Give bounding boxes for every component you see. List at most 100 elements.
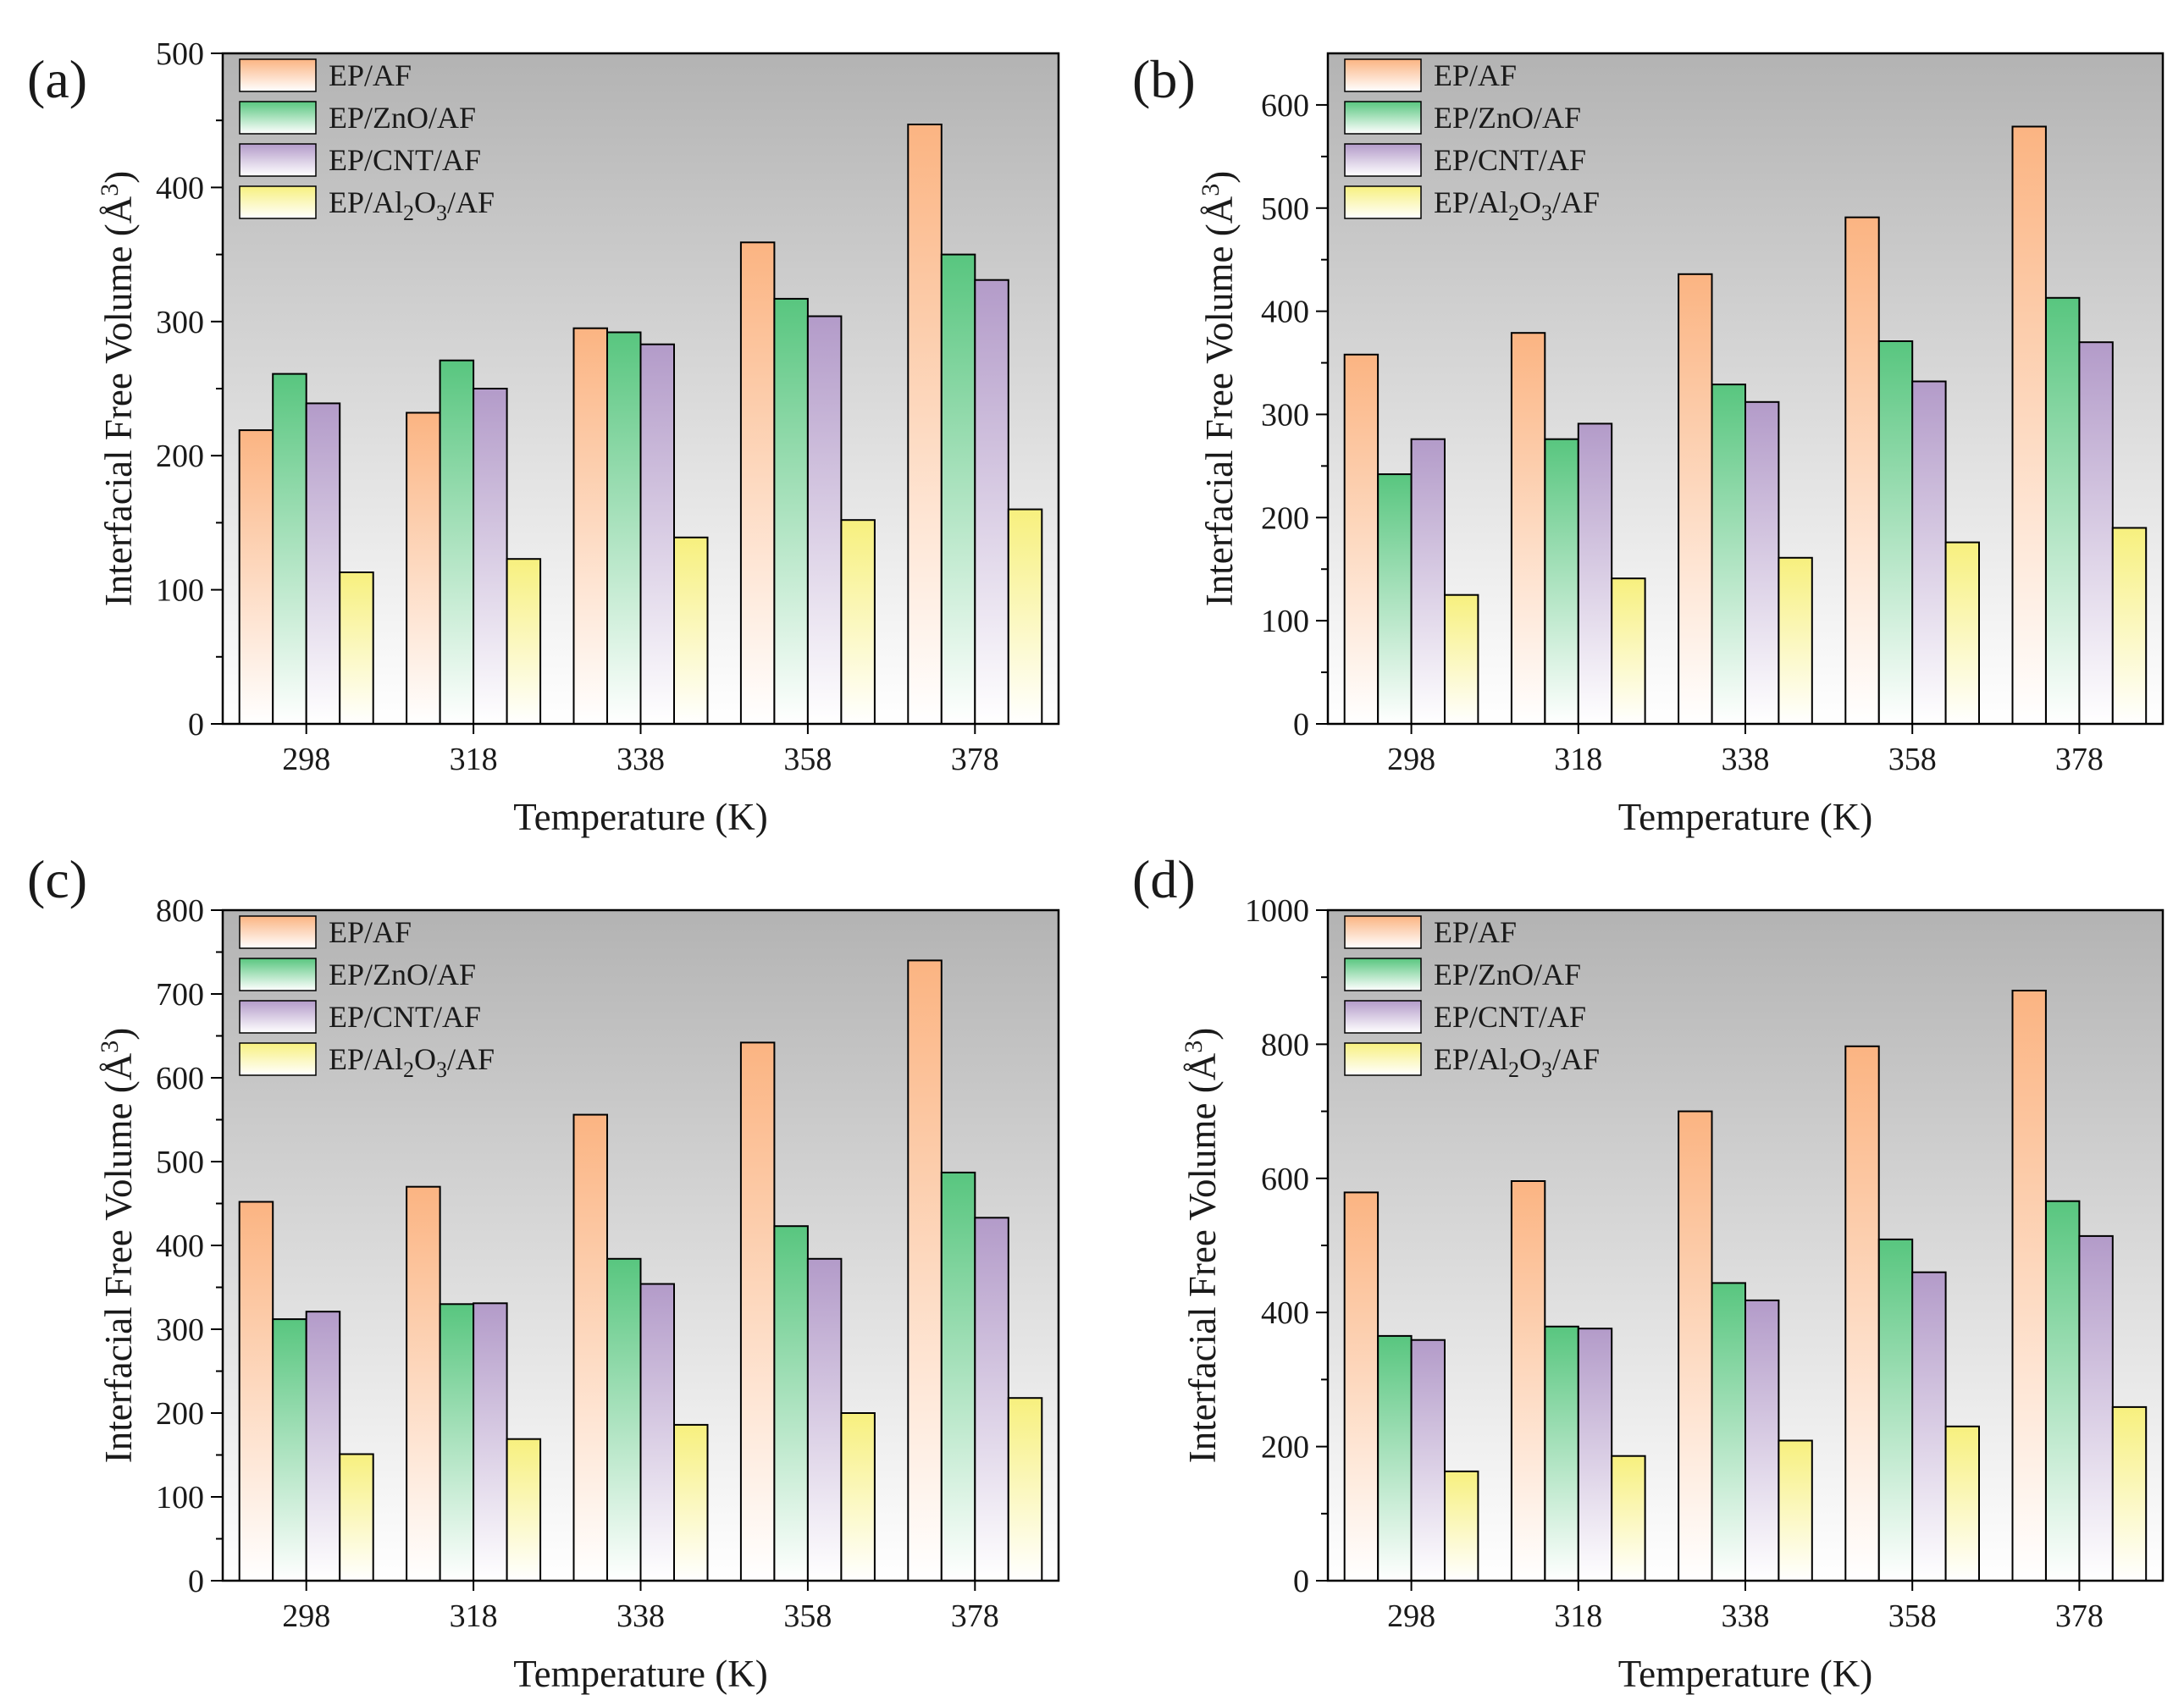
bar-ep-cnt-af-318 (473, 1302, 508, 1582)
legend: EP/AF EP/ZnO/AF EP/CNT/AF EP/Al2O3/AF (1344, 58, 1600, 225)
legend-swatch-ep-zno-af (1344, 101, 1422, 135)
bar-ep-zno-af-338 (606, 331, 642, 725)
bar-ep-af-358 (1844, 216, 1880, 725)
bar-ep-cnt-af-378 (2078, 341, 2114, 725)
legend-swatch-ep-al2o3-af (239, 185, 317, 219)
legend-label-ep-af: EP/AF (1434, 58, 1517, 92)
y-tick-label: 600 (1261, 88, 1309, 124)
x-axis-title: Temperature (K) (513, 1653, 767, 1695)
bar-ep-al2o3-af-298 (1444, 1470, 1479, 1582)
y-axis-title: Interfacial Free Volume (Å3) (1197, 171, 1241, 606)
plot-frame (1326, 908, 2165, 1582)
legend-label-ep-al2o3-af: EP/Al2O3/AF (1434, 1042, 1600, 1082)
legend-swatch-ep-zno-af (239, 101, 317, 135)
bar-ep-al2o3-af-298 (339, 1453, 374, 1582)
legend-label-ep-cnt-af: EP/CNT/AF (1434, 1000, 1586, 1034)
y-tick-label: 100 (1261, 604, 1309, 639)
y-tick-label: 300 (1261, 397, 1309, 433)
legend-swatch-ep-al2o3-af (239, 1042, 317, 1076)
y-tick-label: 0 (1293, 707, 1309, 743)
y-tick-label: 300 (156, 305, 204, 340)
bar-ep-zno-af-298 (1377, 1334, 1413, 1582)
x-tick-label: 318 (1554, 1598, 1602, 1634)
legend-label-ep-zno-af: EP/ZnO/AF (1434, 958, 1581, 991)
y-tick-label: 400 (1261, 295, 1309, 330)
bar-ep-cnt-af-358 (1911, 1271, 1947, 1582)
bar-ep-zno-af-338 (606, 1257, 642, 1582)
x-tick-label: 318 (450, 1598, 498, 1634)
y-tick-label: 500 (156, 1145, 204, 1180)
bar-ep-al2o3-af-318 (1611, 577, 1646, 726)
bar-ep-zno-af-298 (272, 1318, 307, 1582)
bar-ep-zno-af-318 (1544, 438, 1579, 725)
y-tick-label: 500 (156, 36, 204, 72)
y-tick-label: 800 (1261, 1027, 1309, 1063)
legend-label-ep-af: EP/AF (1434, 915, 1517, 949)
legend: EP/AF EP/ZnO/AF EP/CNT/AF EP/Al2O3/AF (1344, 915, 1600, 1082)
legend: EP/AF EP/ZnO/AF EP/CNT/AF EP/Al2O3/AF (239, 58, 495, 225)
y-tick-label: 800 (156, 893, 204, 929)
bar-ep-al2o3-af-318 (506, 1438, 542, 1582)
y-tick-label: 300 (156, 1312, 204, 1348)
bar-ep-cnt-af-298 (305, 402, 341, 725)
bar-ep-af-338 (1678, 273, 1713, 725)
panel-label: (c) (27, 849, 87, 909)
y-tick-label: 200 (1261, 500, 1309, 536)
bar-ep-al2o3-af-318 (1611, 1455, 1646, 1582)
bar-ep-af-298 (238, 1201, 274, 1582)
bar-ep-al2o3-af-338 (673, 1423, 709, 1582)
plot-frame (221, 908, 1060, 1582)
x-tick-label: 358 (1888, 742, 1937, 777)
bar-ep-cnt-af-298 (1410, 438, 1446, 725)
bar-ep-cnt-af-298 (1410, 1339, 1446, 1582)
plot-frame (221, 52, 1060, 726)
bar-ep-al2o3-af-338 (673, 536, 709, 725)
bar-ep-al2o3-af-378 (2111, 1405, 2148, 1582)
x-tick-label: 378 (951, 742, 999, 777)
y-tick-label: 200 (1261, 1430, 1309, 1466)
legend-swatch-ep-af (1344, 915, 1422, 949)
bar-ep-af-358 (1844, 1045, 1880, 1582)
bar-ep-af-378 (2011, 125, 2047, 725)
bar-ep-zno-af-358 (773, 297, 809, 725)
bar-ep-zno-af-318 (439, 1303, 475, 1582)
bar-ep-al2o3-af-318 (506, 558, 542, 726)
bar-ep-af-318 (1510, 332, 1546, 725)
bar-ep-af-298 (1343, 1191, 1380, 1582)
bar-ep-al2o3-af-378 (2111, 527, 2148, 725)
y-tick-label: 1000 (1245, 893, 1309, 929)
legend-swatch-ep-al2o3-af (1344, 185, 1422, 219)
bar-ep-cnt-af-378 (2078, 1234, 2114, 1582)
legend-swatch-ep-af (1344, 58, 1422, 92)
bar-ep-af-318 (406, 1185, 441, 1582)
bar-ep-af-338 (572, 327, 608, 725)
legend-swatch-ep-af (239, 915, 317, 949)
bar-ep-af-318 (406, 411, 441, 725)
y-axis-title: Interfacial Free Volume (Å3) (96, 171, 140, 606)
bar-ep-zno-af-378 (940, 1171, 976, 1582)
x-axis-title: Temperature (K) (1618, 1653, 1872, 1695)
y-tick-label: 400 (1261, 1295, 1309, 1331)
bar-ep-cnt-af-338 (1744, 400, 1780, 725)
bar-ep-cnt-af-378 (974, 1217, 1009, 1582)
x-tick-label: 338 (616, 742, 665, 777)
x-tick-label: 378 (2055, 1598, 2104, 1634)
x-tick-label: 338 (1722, 742, 1770, 777)
bar-ep-zno-af-358 (1877, 340, 1914, 725)
x-tick-label: 358 (783, 1598, 832, 1634)
bar-ep-zno-af-338 (1711, 1282, 1746, 1582)
legend-swatch-ep-al2o3-af (1344, 1042, 1422, 1076)
bar-ep-al2o3-af-378 (1007, 508, 1043, 725)
bar-ep-af-378 (2011, 990, 2047, 1582)
y-tick-label: 400 (156, 1228, 204, 1264)
bar-ep-al2o3-af-298 (339, 571, 374, 725)
legend-label-ep-al2o3-af: EP/Al2O3/AF (329, 1042, 495, 1082)
bar-ep-al2o3-af-378 (1007, 1397, 1043, 1582)
legend-label-ep-cnt-af: EP/CNT/AF (1434, 143, 1586, 177)
legend-swatch-ep-zno-af (239, 958, 317, 991)
x-tick-label: 298 (282, 1598, 330, 1634)
bar-ep-zno-af-358 (773, 1225, 809, 1582)
legend-label-ep-cnt-af: EP/CNT/AF (329, 143, 481, 177)
legend-swatch-ep-zno-af (1344, 958, 1422, 991)
